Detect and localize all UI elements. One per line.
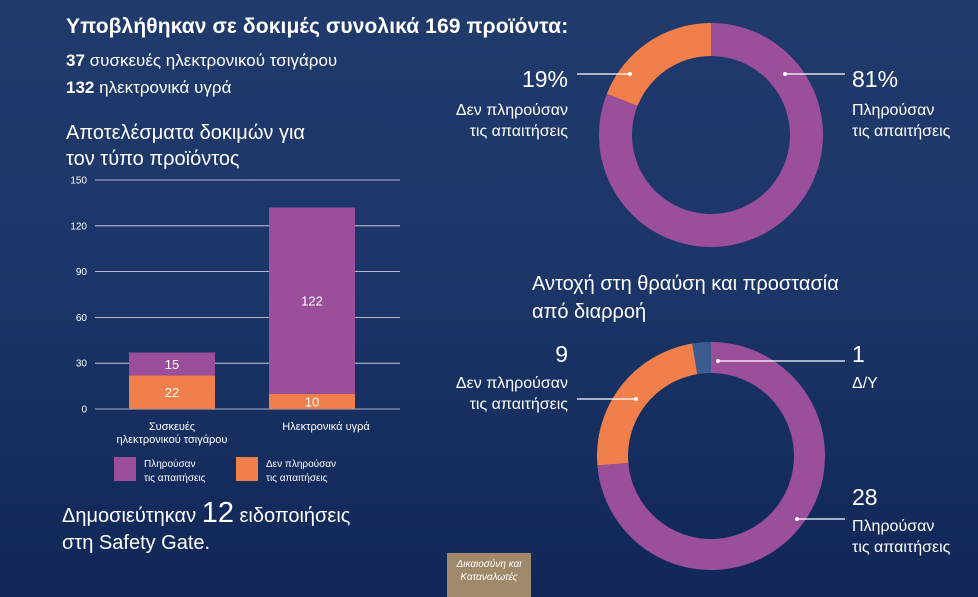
donut1-slice — [606, 23, 711, 106]
y-tick-label: 150 — [70, 176, 87, 187]
donut2-slice — [692, 342, 711, 375]
count-line-liquids: 132 ηλεκτρονικά υγρά — [66, 78, 231, 98]
donut1-label-not-met: 19% — [521, 66, 568, 92]
donut2-label-na: 1 — [852, 341, 865, 367]
donut1-desc-not-met-line1: Δεν πληρούσαν — [455, 102, 568, 119]
legend-label-met: Πληρούσαν τις απαιτήσεις — [144, 458, 206, 486]
published-notice: Δημοσιεύτηκαν 12 ειδοποιήσεις στη Safety… — [62, 497, 351, 557]
donut2-title: Αντοχή στη θραύση και προστασία από διαρ… — [532, 270, 839, 326]
bar-segment — [129, 375, 215, 409]
leader-dot — [628, 72, 632, 76]
bar-chart-title-line2: τον τύπο προϊόντος — [66, 148, 240, 170]
legend-label-not-met: Δεν πληρούσαν τις απαιτήσεις — [266, 458, 336, 486]
count-devices-label: συσκευές ηλεκτρονικού τσιγάρου — [89, 51, 338, 70]
bar-chart-title-line1: Αποτελέσματα δοκιμών για — [66, 122, 305, 144]
published-line2: στη Safety Gate. — [62, 532, 211, 554]
donut1-desc-met-line2: τις απαιτήσεις — [852, 123, 951, 140]
legend-swatch-not-met — [236, 457, 258, 481]
donut1-desc-not-met: Δεν πληρούσαν τις απαιτήσεις — [420, 100, 568, 142]
bar-value-label: 122 — [301, 294, 323, 309]
donut1-desc-met: Πληρούσαν τις απαιτήσεις — [852, 100, 950, 142]
donut1-label-met: 81% — [852, 66, 899, 92]
donut1-slice — [599, 23, 824, 247]
leader-dot — [634, 397, 638, 401]
donut2-desc-met-line2: τις απαιτήσεις — [852, 539, 951, 556]
bar-segment — [129, 352, 215, 376]
donut2-desc-met: Πληρούσαν τις απαιτήσεις — [852, 516, 950, 558]
legend-not-met-line2: τις απαιτήσεις — [266, 473, 328, 484]
y-tick-label: 60 — [76, 313, 88, 324]
donut2-title-line1: Αντοχή στη θραύση και προστασία — [532, 273, 839, 295]
y-tick-label: 30 — [76, 359, 88, 370]
count-devices-number: 37 — [66, 51, 85, 70]
y-tick-label: 90 — [76, 267, 88, 278]
y-tick-label: 120 — [70, 221, 87, 232]
published-suffix: ειδοποιήσεις — [239, 505, 351, 527]
published-number: 12 — [201, 497, 234, 529]
donut2-desc-not-met-line1: Δεν πληρούσαν — [455, 375, 568, 392]
bar-value-label: 10 — [305, 394, 319, 409]
count-line-devices: 37 συσκευές ηλεκτρονικού τσιγάρου — [66, 51, 337, 71]
legend-not-met-line1: Δεν πληρούσαν — [266, 459, 337, 470]
x-category-label: ηλεκτρονικού τσιγάρου — [117, 434, 228, 446]
donut2-slice — [597, 343, 698, 466]
published-line1: Δημοσιεύτηκαν 12 ειδοποιήσεις — [62, 497, 351, 530]
donut1-desc-not-met-line2: τις απαιτήσεις — [469, 123, 568, 140]
leader-dot — [716, 359, 720, 363]
badge-line2: Καταναλωτές — [460, 572, 518, 583]
donut2-desc-met-line1: Πληρούσαν — [852, 518, 935, 535]
source-badge: Δικαιοσύνη και Καταναλωτές — [447, 553, 531, 597]
donut2-desc-na: Δ/Υ — [852, 375, 878, 392]
legend-met-line1: Πληρούσαν — [144, 459, 196, 470]
donut2-desc-not-met: Δεν πληρούσαν τις απαιτήσεις — [420, 373, 568, 415]
donut2-title-line2: από διαρροή — [532, 301, 647, 323]
headline: Υποβλήθηκαν σε δοκιμές συνολικά 169 προϊ… — [66, 15, 569, 38]
donut2-label-met: 28 — [852, 484, 878, 510]
x-category-label: Συσκευές — [149, 421, 195, 433]
donut2-label-not-met: 9 — [555, 341, 568, 367]
leader-dot — [783, 72, 787, 76]
x-category-label: Ηλεκτρονικά υγρά — [282, 421, 370, 433]
leader-dot — [795, 517, 799, 521]
bar-value-label: 22 — [165, 385, 179, 400]
published-prefix: Δημοσιεύτηκαν — [62, 505, 197, 527]
donut1-desc-met-line1: Πληρούσαν — [852, 102, 935, 119]
count-liquids-number: 132 — [66, 78, 95, 97]
donut2-desc-not-met-line2: τις απαιτήσεις — [469, 396, 568, 413]
count-liquids-label: ηλεκτρονικά υγρά — [99, 78, 232, 97]
legend-met-line2: τις απαιτήσεις — [144, 473, 206, 484]
bar-value-label: 15 — [165, 357, 179, 372]
legend-swatch-met — [114, 457, 136, 481]
y-tick-label: 0 — [81, 405, 87, 416]
bar-chart-title: Αποτελέσματα δοκιμών για τον τύπο προϊόν… — [66, 120, 396, 172]
badge-line1: Δικαιοσύνη και — [456, 559, 522, 570]
bar-segment — [269, 393, 355, 409]
bar-segment — [269, 207, 355, 394]
